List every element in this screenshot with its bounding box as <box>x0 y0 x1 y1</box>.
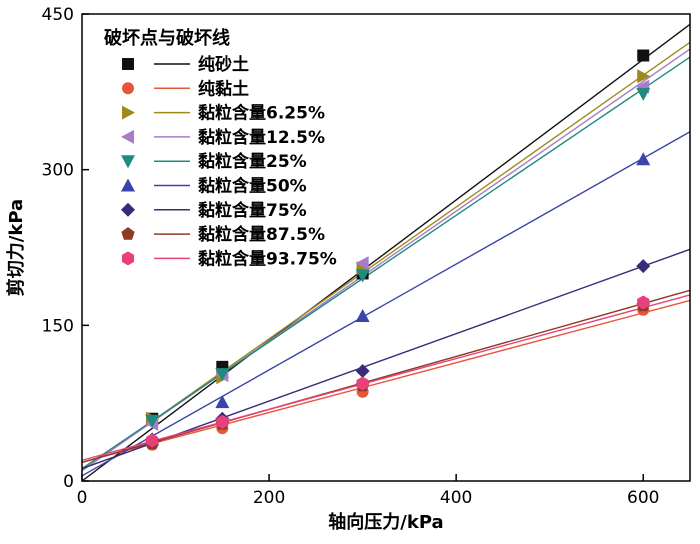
data-point-8-2 <box>356 376 369 391</box>
data-point-5-2 <box>355 308 370 322</box>
fit-lines-group <box>81 23 691 482</box>
data-point-0-3 <box>637 49 650 62</box>
legend-marker-3 <box>121 129 134 144</box>
x-tick-label-0: 0 <box>77 488 88 508</box>
data-point-5-3 <box>636 152 651 166</box>
legend-label-6: 黏粒含量75% <box>198 200 307 221</box>
legend-marker-2 <box>122 105 135 120</box>
legend-label-1: 纯黏土 <box>198 78 249 99</box>
data-point-8-0 <box>146 433 159 448</box>
data-point-8-1 <box>216 414 229 429</box>
data-point-4-2 <box>355 269 370 283</box>
fit-line-4 <box>81 56 691 470</box>
data-point-8-3 <box>637 295 650 310</box>
legend-marker-8 <box>121 251 135 266</box>
data-markers-group <box>145 49 651 451</box>
legend-label-7: 黏粒含量87.5% <box>198 224 325 245</box>
plot-frame <box>81 13 691 482</box>
fit-line-7 <box>81 289 691 463</box>
data-point-4-1 <box>215 368 230 382</box>
data-point-3-2 <box>355 256 369 271</box>
data-point-4-0 <box>145 414 160 428</box>
legend-label-0: 纯砂土 <box>198 54 249 75</box>
fit-line-8 <box>81 294 691 461</box>
y-tick-label-0: 0 <box>63 472 74 492</box>
legend-marker-6 <box>121 202 135 217</box>
x-tick-label-200: 200 <box>253 488 285 508</box>
fit-line-0 <box>81 23 691 482</box>
legend-label-8: 黏粒含量93.75% <box>198 248 337 269</box>
fit-line-5 <box>81 131 691 477</box>
axes-group: 0 200 400 600 0 150 300 450 <box>42 5 660 508</box>
legend-marker-1 <box>122 82 134 95</box>
legend-marker-0 <box>122 58 134 70</box>
data-point-4-3 <box>636 87 651 101</box>
x-axis-label: 轴向压力/kPa <box>328 511 443 533</box>
x-tick-label-400: 400 <box>440 488 472 508</box>
legend-marker-5 <box>121 178 135 192</box>
x-tick-label-600: 600 <box>627 488 659 508</box>
data-point-6-3 <box>636 259 651 274</box>
legend-label-3: 黏粒含量12.5% <box>198 127 325 148</box>
legend-label-2: 黏粒含量6.25% <box>198 103 325 124</box>
data-point-5-1 <box>215 395 230 409</box>
legend-marker-4 <box>121 155 135 169</box>
legend-marker-7 <box>121 227 135 240</box>
legend-title: 破坏点与破坏线 <box>104 27 230 49</box>
data-point-2-3 <box>637 69 651 84</box>
data-point-6-2 <box>355 363 370 378</box>
fit-line-1 <box>81 299 691 463</box>
y-tick-label-150: 150 <box>42 316 74 336</box>
legend-label-4: 黏粒含量25% <box>198 151 307 172</box>
y-axis-label: 剪切力/kPa <box>5 199 27 296</box>
legend-label-5: 黏粒含量50% <box>198 176 307 197</box>
y-tick-label-450: 450 <box>42 5 74 25</box>
y-tick-label-300: 300 <box>42 161 74 181</box>
